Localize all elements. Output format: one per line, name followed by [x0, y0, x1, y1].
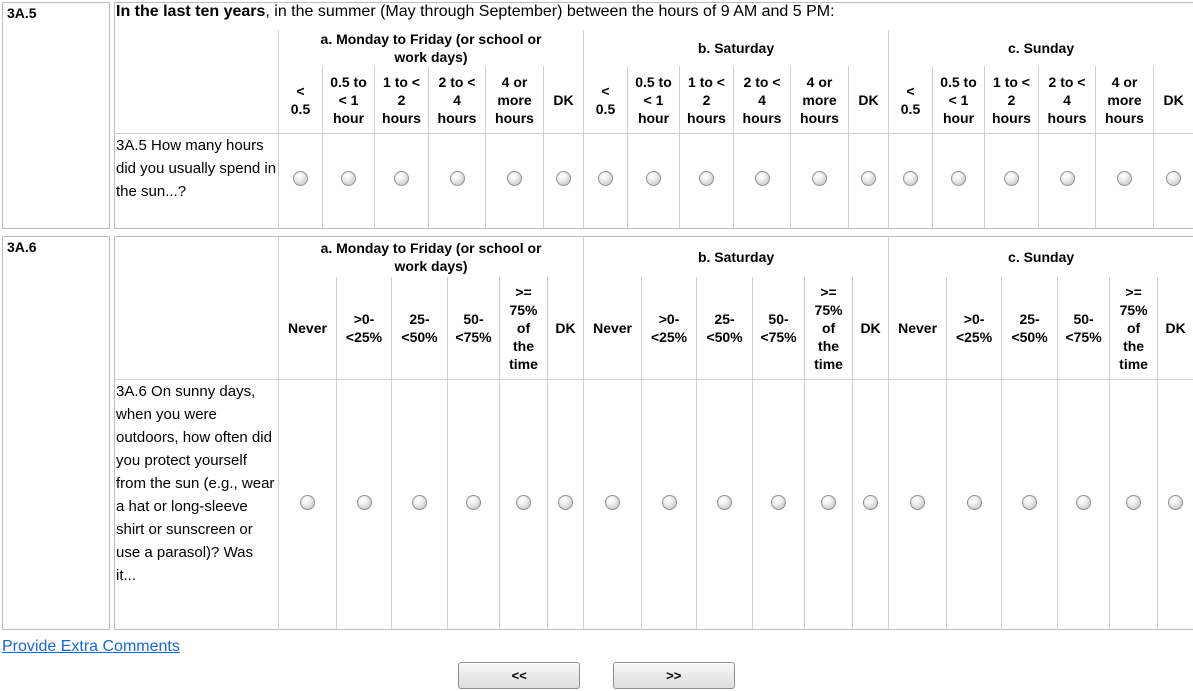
q35-group-header-saturday: b. Saturday — [584, 30, 889, 66]
q35-monfri-dk-radio[interactable] — [556, 171, 571, 186]
q35-group-header-sunday: c. Sunday — [889, 30, 1193, 66]
q35-sat-2to4-radio[interactable] — [755, 171, 770, 186]
q36-monfri-dk-radio[interactable] — [558, 495, 573, 510]
q35-monfri-1to2-radio[interactable] — [394, 171, 409, 186]
q35-sun-05to1-radio[interactable] — [951, 171, 966, 186]
col-header: 4 or more hours — [791, 66, 849, 134]
q36-sun-dk-radio[interactable] — [1168, 495, 1183, 510]
q36-sun-0to25-radio[interactable] — [967, 495, 982, 510]
q36-sat-25to50-radio[interactable] — [717, 495, 732, 510]
col-header: Never — [279, 277, 337, 380]
col-header: DK — [1154, 66, 1193, 134]
col-header: 25- <50% — [1002, 277, 1058, 380]
col-header: 50- <75% — [753, 277, 805, 380]
q35-sun-2to4-radio[interactable] — [1060, 171, 1075, 186]
col-header: 2 to < 4 hours — [429, 66, 486, 134]
question-text-3a5: 3A.5 How many hours did you usually spen… — [115, 134, 279, 229]
provide-extra-comments-link[interactable]: Provide Extra Comments — [2, 638, 180, 656]
col-header: 25- <50% — [392, 277, 448, 380]
col-header: DK — [849, 66, 889, 134]
q36-group-header-sunday: c. Sunday — [889, 237, 1193, 278]
col-header: 1 to < 2 hours — [985, 66, 1039, 134]
q36-group-header-monfri: a. Monday to Friday (or school or work d… — [279, 237, 584, 278]
q35-response-grid: In the last ten years, in the summer (Ma… — [114, 2, 1193, 229]
col-header: DK — [544, 66, 584, 134]
col-header: 2 to < 4 hours — [734, 66, 791, 134]
pagination-nav: << >> — [2, 662, 1191, 689]
question-block-3a6: 3A.6 a. Monday to Friday (or school or w… — [2, 236, 1191, 630]
col-header: 1 to < 2 hours — [375, 66, 429, 134]
col-header: 50- <75% — [448, 277, 500, 380]
col-header: DK — [1158, 277, 1193, 380]
col-header: >0- <25% — [947, 277, 1002, 380]
q36-sun-never-radio[interactable] — [910, 495, 925, 510]
col-header: 0.5 to < 1 hour — [323, 66, 375, 134]
col-header: 50- <75% — [1058, 277, 1110, 380]
col-header: DK — [853, 277, 889, 380]
col-header: 0.5 to < 1 hour — [933, 66, 985, 134]
col-header: 4 or more hours — [486, 66, 544, 134]
q35-sun-lt05-radio[interactable] — [903, 171, 918, 186]
col-header: DK — [548, 277, 584, 380]
q35-monfri-05to1-radio[interactable] — [341, 171, 356, 186]
previous-page-button[interactable]: << — [458, 662, 580, 689]
spacer-cell — [115, 30, 279, 66]
spacer-cell — [115, 277, 279, 380]
q36-sat-dk-radio[interactable] — [863, 495, 878, 510]
col-header: >= 75% of the time — [500, 277, 548, 380]
q36-sat-50to75-radio[interactable] — [771, 495, 786, 510]
q36-sat-0to25-radio[interactable] — [662, 495, 677, 510]
q36-sun-75plus-radio[interactable] — [1126, 495, 1141, 510]
q36-monfri-never-radio[interactable] — [300, 495, 315, 510]
col-header: >0- <25% — [337, 277, 392, 380]
q35-sun-4plus-radio[interactable] — [1117, 171, 1132, 186]
q35-sat-05to1-radio[interactable] — [646, 171, 661, 186]
question-text-3a6: 3A.6 On sunny days, when you were outdoo… — [115, 380, 279, 630]
q36-sat-never-radio[interactable] — [605, 495, 620, 510]
q36-sun-25to50-radio[interactable] — [1022, 495, 1037, 510]
col-header: 0.5 to < 1 hour — [628, 66, 680, 134]
question-number-3a5: 3A.5 — [2, 2, 110, 229]
q36-monfri-50to75-radio[interactable] — [466, 495, 481, 510]
q36-response-grid: a. Monday to Friday (or school or work d… — [114, 236, 1193, 630]
q35-group-header-monfri: a. Monday to Friday (or school or work d… — [279, 30, 584, 66]
next-page-button[interactable]: >> — [613, 662, 735, 689]
question-number-3a6: 3A.6 — [2, 236, 110, 630]
col-header: Never — [889, 277, 947, 380]
q36-monfri-0to25-radio[interactable] — [357, 495, 372, 510]
q36-sun-50to75-radio[interactable] — [1076, 495, 1091, 510]
q36-group-header-saturday: b. Saturday — [584, 237, 889, 278]
col-header: < 0.5 — [279, 66, 323, 134]
spacer-cell — [115, 66, 279, 134]
q35-sun-1to2-radio[interactable] — [1004, 171, 1019, 186]
q35-monfri-4plus-radio[interactable] — [507, 171, 522, 186]
q35-monfri-2to4-radio[interactable] — [450, 171, 465, 186]
col-header: 2 to < 4 hours — [1039, 66, 1096, 134]
q36-sat-75plus-radio[interactable] — [821, 495, 836, 510]
col-header: 1 to < 2 hours — [680, 66, 734, 134]
col-header: Never — [584, 277, 642, 380]
q35-sat-4plus-radio[interactable] — [812, 171, 827, 186]
col-header: >= 75% of the time — [805, 277, 853, 380]
intro-text: In the last ten years, in the summer (Ma… — [115, 3, 1193, 31]
q36-monfri-75plus-radio[interactable] — [516, 495, 531, 510]
q36-monfri-25to50-radio[interactable] — [412, 495, 427, 510]
q35-sat-dk-radio[interactable] — [861, 171, 876, 186]
q35-sat-1to2-radio[interactable] — [699, 171, 714, 186]
question-block-3a5: 3A.5 In the last ten years, in the summe… — [2, 2, 1191, 229]
col-header: < 0.5 — [584, 66, 628, 134]
q35-monfri-lt05-radio[interactable] — [293, 171, 308, 186]
intro-text-rest: , in the summer (May through September) … — [265, 3, 834, 20]
spacer-cell — [115, 237, 279, 278]
col-header: < 0.5 — [889, 66, 933, 134]
q35-sun-dk-radio[interactable] — [1166, 171, 1181, 186]
intro-text-bold: In the last ten years — [116, 3, 265, 20]
col-header: 25- <50% — [697, 277, 753, 380]
col-header: 4 or more hours — [1096, 66, 1154, 134]
q35-sat-lt05-radio[interactable] — [598, 171, 613, 186]
col-header: >0- <25% — [642, 277, 697, 380]
col-header: >= 75% of the time — [1110, 277, 1158, 380]
